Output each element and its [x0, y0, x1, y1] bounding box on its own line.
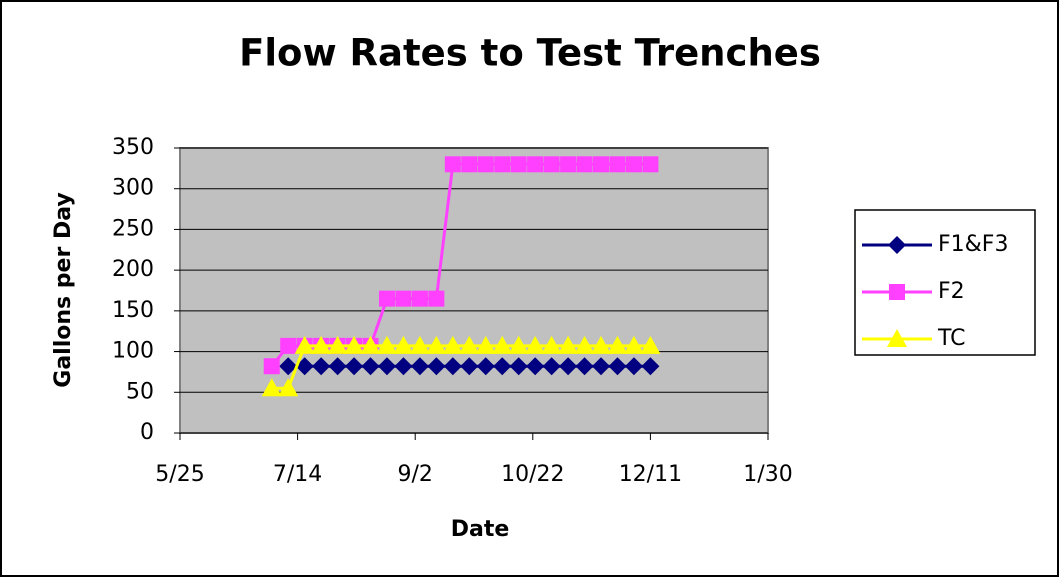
x-tick-label: 5/25	[155, 462, 204, 487]
data-point	[376, 335, 397, 354]
x-tick-label: 7/14	[273, 462, 322, 487]
data-point	[477, 156, 494, 173]
data-point	[278, 378, 299, 397]
y-tick-label: 350	[112, 135, 154, 160]
data-point	[410, 357, 429, 376]
data-point	[527, 156, 544, 173]
y-tick-label: 250	[112, 216, 154, 241]
legend	[854, 209, 1036, 356]
y-tick-label: 150	[112, 298, 154, 323]
legend-label: TC	[937, 326, 966, 351]
data-point	[526, 357, 545, 376]
data-point	[542, 357, 561, 376]
data-point	[409, 335, 430, 354]
data-point	[640, 335, 661, 354]
data-point	[428, 290, 445, 307]
data-point	[558, 335, 579, 354]
chart-title: Flow Rates to Test Trenches	[239, 32, 821, 75]
data-point	[559, 357, 578, 376]
legend-label: F2	[938, 279, 965, 304]
data-point	[560, 156, 577, 173]
data-point	[641, 357, 660, 376]
data-point	[411, 290, 428, 307]
data-point	[592, 357, 611, 376]
data-point	[625, 156, 642, 173]
data-point	[443, 357, 462, 376]
legend-marker	[887, 329, 907, 347]
data-point	[525, 335, 546, 354]
y-tick-label: 100	[112, 339, 154, 364]
x-tick-label: 10/22	[501, 462, 564, 487]
data-point	[575, 357, 594, 376]
y-tick-label: 50	[126, 379, 154, 404]
y-tick-label: 0	[140, 420, 154, 445]
data-point	[280, 337, 297, 354]
data-point	[576, 156, 593, 173]
data-point	[591, 335, 612, 354]
data-point	[492, 335, 513, 354]
data-point	[642, 156, 659, 173]
data-point	[294, 335, 315, 354]
data-point	[623, 335, 644, 354]
plot-area	[179, 147, 769, 434]
legend-marker	[889, 284, 905, 300]
data-point	[328, 357, 347, 376]
data-point	[394, 357, 413, 376]
data-point	[360, 335, 381, 354]
data-point	[593, 156, 610, 173]
legend-label: F1&F3	[938, 232, 1008, 257]
data-point	[395, 290, 412, 307]
data-point	[377, 357, 396, 376]
data-point	[475, 335, 496, 354]
data-point	[426, 335, 447, 354]
data-point	[311, 335, 332, 354]
data-point	[344, 335, 365, 354]
data-point	[279, 357, 298, 376]
y-tick-label: 200	[112, 257, 154, 282]
legend-marker	[888, 236, 906, 254]
data-point	[608, 357, 627, 376]
data-point	[345, 357, 364, 376]
x-tick-label: 12/11	[619, 462, 682, 487]
x-axis-label: Date	[451, 517, 510, 542]
data-point	[509, 357, 528, 376]
data-point	[476, 357, 495, 376]
data-point	[461, 156, 478, 173]
data-point	[510, 156, 527, 173]
data-point	[459, 335, 480, 354]
data-point	[574, 335, 595, 354]
data-point	[393, 335, 414, 354]
data-point	[427, 357, 446, 376]
data-point	[541, 335, 562, 354]
data-point	[624, 357, 643, 376]
data-point	[494, 156, 511, 173]
data-point	[327, 335, 348, 354]
data-point	[508, 335, 529, 354]
data-point	[263, 358, 280, 375]
data-point	[609, 156, 626, 173]
x-tick-label: 1/30	[743, 462, 792, 487]
y-axis-label: Gallons per Day	[51, 192, 76, 387]
data-point	[261, 378, 282, 397]
data-point	[493, 357, 512, 376]
data-point	[444, 156, 461, 173]
data-point	[460, 357, 479, 376]
x-tick-label: 9/2	[397, 462, 432, 487]
data-point	[361, 357, 380, 376]
data-point	[543, 156, 560, 173]
data-point	[295, 357, 314, 376]
data-point	[607, 335, 628, 354]
data-point	[312, 357, 331, 376]
data-point	[442, 335, 463, 354]
data-point	[378, 290, 395, 307]
y-tick-label: 300	[112, 176, 154, 201]
